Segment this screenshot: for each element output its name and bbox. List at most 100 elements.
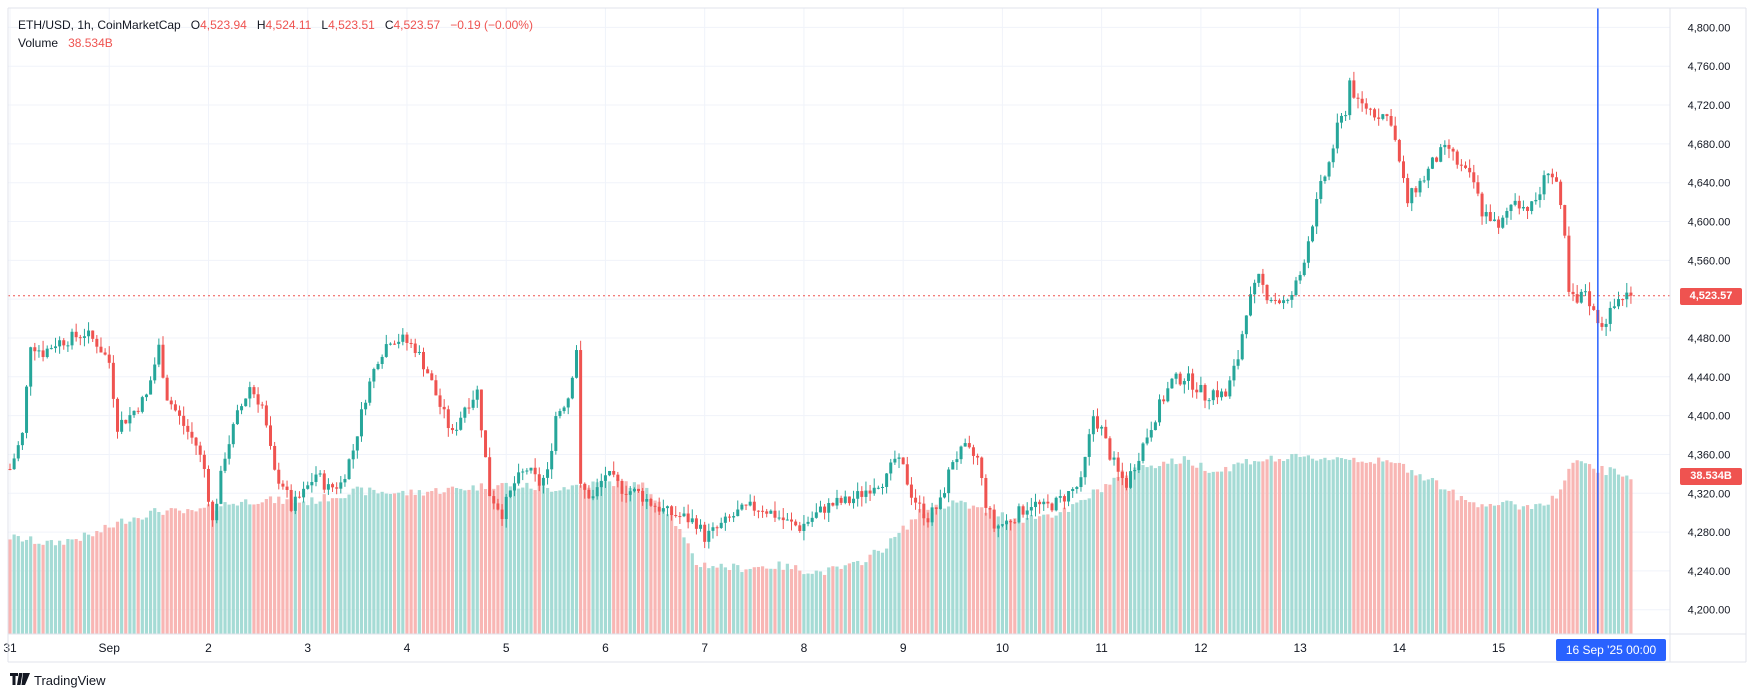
candle-body <box>1104 426 1108 439</box>
volume-bar <box>206 504 211 634</box>
volume-bar <box>1120 470 1124 634</box>
volume-bar <box>1587 464 1592 634</box>
volume-bar <box>99 532 103 634</box>
legend-volume-label[interactable]: Volume <box>18 36 59 50</box>
candle-body <box>1215 390 1219 398</box>
candle-body <box>488 457 492 497</box>
candle-body <box>430 373 434 381</box>
x-tick-label: 7 <box>701 641 708 655</box>
candle-body <box>1162 399 1166 402</box>
candle-body <box>785 519 789 521</box>
candle-body <box>1083 456 1087 478</box>
volume-bar <box>574 484 579 634</box>
candle-body <box>1042 501 1046 505</box>
volume-bar <box>1455 500 1459 634</box>
volume-bar <box>975 507 980 634</box>
candle-body <box>823 506 827 513</box>
volume-bar <box>624 481 628 634</box>
candle-body <box>992 509 996 529</box>
volume-bar <box>1091 489 1095 634</box>
volume-bar <box>1100 492 1104 634</box>
candle-body <box>1393 125 1397 140</box>
volume-bar <box>930 512 934 634</box>
volume-histogram <box>8 453 1633 634</box>
volume-bar <box>326 501 330 634</box>
candle-body <box>1571 291 1575 295</box>
volume-bar <box>1104 484 1108 634</box>
candle-body <box>1567 235 1571 292</box>
volume-bar <box>446 487 450 634</box>
volume-bar <box>223 502 227 634</box>
candle-body <box>740 504 744 510</box>
volume-bar <box>33 543 37 634</box>
volume-bar <box>1281 460 1286 634</box>
volume-bar <box>16 536 20 634</box>
y-tick-label: 4,720.00 <box>1688 100 1731 112</box>
volume-bar <box>1513 504 1517 634</box>
volume-bar <box>818 571 823 634</box>
volume-bar <box>1447 490 1451 634</box>
candle-body <box>624 493 628 495</box>
candle-body <box>1062 496 1066 502</box>
candle-body <box>45 348 49 358</box>
candle-body <box>128 415 132 424</box>
volume-bar <box>372 489 376 634</box>
volume-bar <box>707 568 711 634</box>
volume-bar <box>748 568 752 634</box>
volume-bar <box>1389 462 1393 634</box>
candle-body <box>227 444 231 459</box>
volume-bar <box>1612 468 1616 634</box>
volume-bar <box>1079 500 1083 634</box>
candle-body <box>579 350 583 484</box>
volume-bar <box>579 485 583 634</box>
y-tick-label: 4,480.00 <box>1688 333 1731 345</box>
candle-body <box>12 458 16 470</box>
candle-body <box>1546 173 1550 176</box>
candle-body <box>1265 284 1269 301</box>
volume-bar <box>1364 462 1368 634</box>
candle-body <box>240 406 244 411</box>
volume-bar <box>1538 503 1542 634</box>
volume-bar <box>430 491 434 634</box>
candle-body <box>1406 178 1410 204</box>
volume-bar <box>1517 509 1521 634</box>
candle-body <box>409 342 413 344</box>
candle-body <box>1017 506 1021 523</box>
candle-body <box>682 513 686 517</box>
legend-symbol[interactable]: ETH/USD, 1h, CoinMarketCap <box>18 18 181 32</box>
candle-body <box>1182 381 1186 385</box>
volume-bar <box>115 521 120 634</box>
volume-bar <box>1509 501 1513 634</box>
tradingview-logo-icon <box>10 672 30 688</box>
volume-bar <box>620 486 624 634</box>
volume-bar <box>1381 461 1385 634</box>
candle-body <box>426 369 430 374</box>
candle-body <box>1013 522 1017 524</box>
volume-bar <box>1269 455 1273 634</box>
candle-body <box>269 425 273 446</box>
volume-bar <box>694 565 699 634</box>
volume-bar <box>599 481 603 634</box>
volume-bar <box>1244 459 1248 634</box>
volume-bar <box>727 570 732 634</box>
volume-bar <box>1257 461 1261 634</box>
volume-bar <box>971 505 976 634</box>
y-tick-label: 4,240.00 <box>1688 566 1731 578</box>
volume-bar <box>1430 477 1435 634</box>
x-tick-label: 6 <box>602 641 609 655</box>
volume-bar <box>918 508 922 634</box>
volume-bar <box>49 540 53 634</box>
candle-body <box>41 350 45 358</box>
candle-body <box>533 467 537 475</box>
volume-bar <box>1029 515 1033 634</box>
candle-body <box>463 407 467 418</box>
candle-body <box>1129 471 1133 488</box>
volume-bar <box>231 503 235 634</box>
y-tick-label: 4,600.00 <box>1688 217 1731 229</box>
candle-body <box>1294 280 1298 295</box>
candle-body <box>273 445 277 470</box>
volume-bar <box>905 529 909 634</box>
candle-body <box>194 437 198 446</box>
brand[interactable]: TradingView <box>10 672 106 688</box>
